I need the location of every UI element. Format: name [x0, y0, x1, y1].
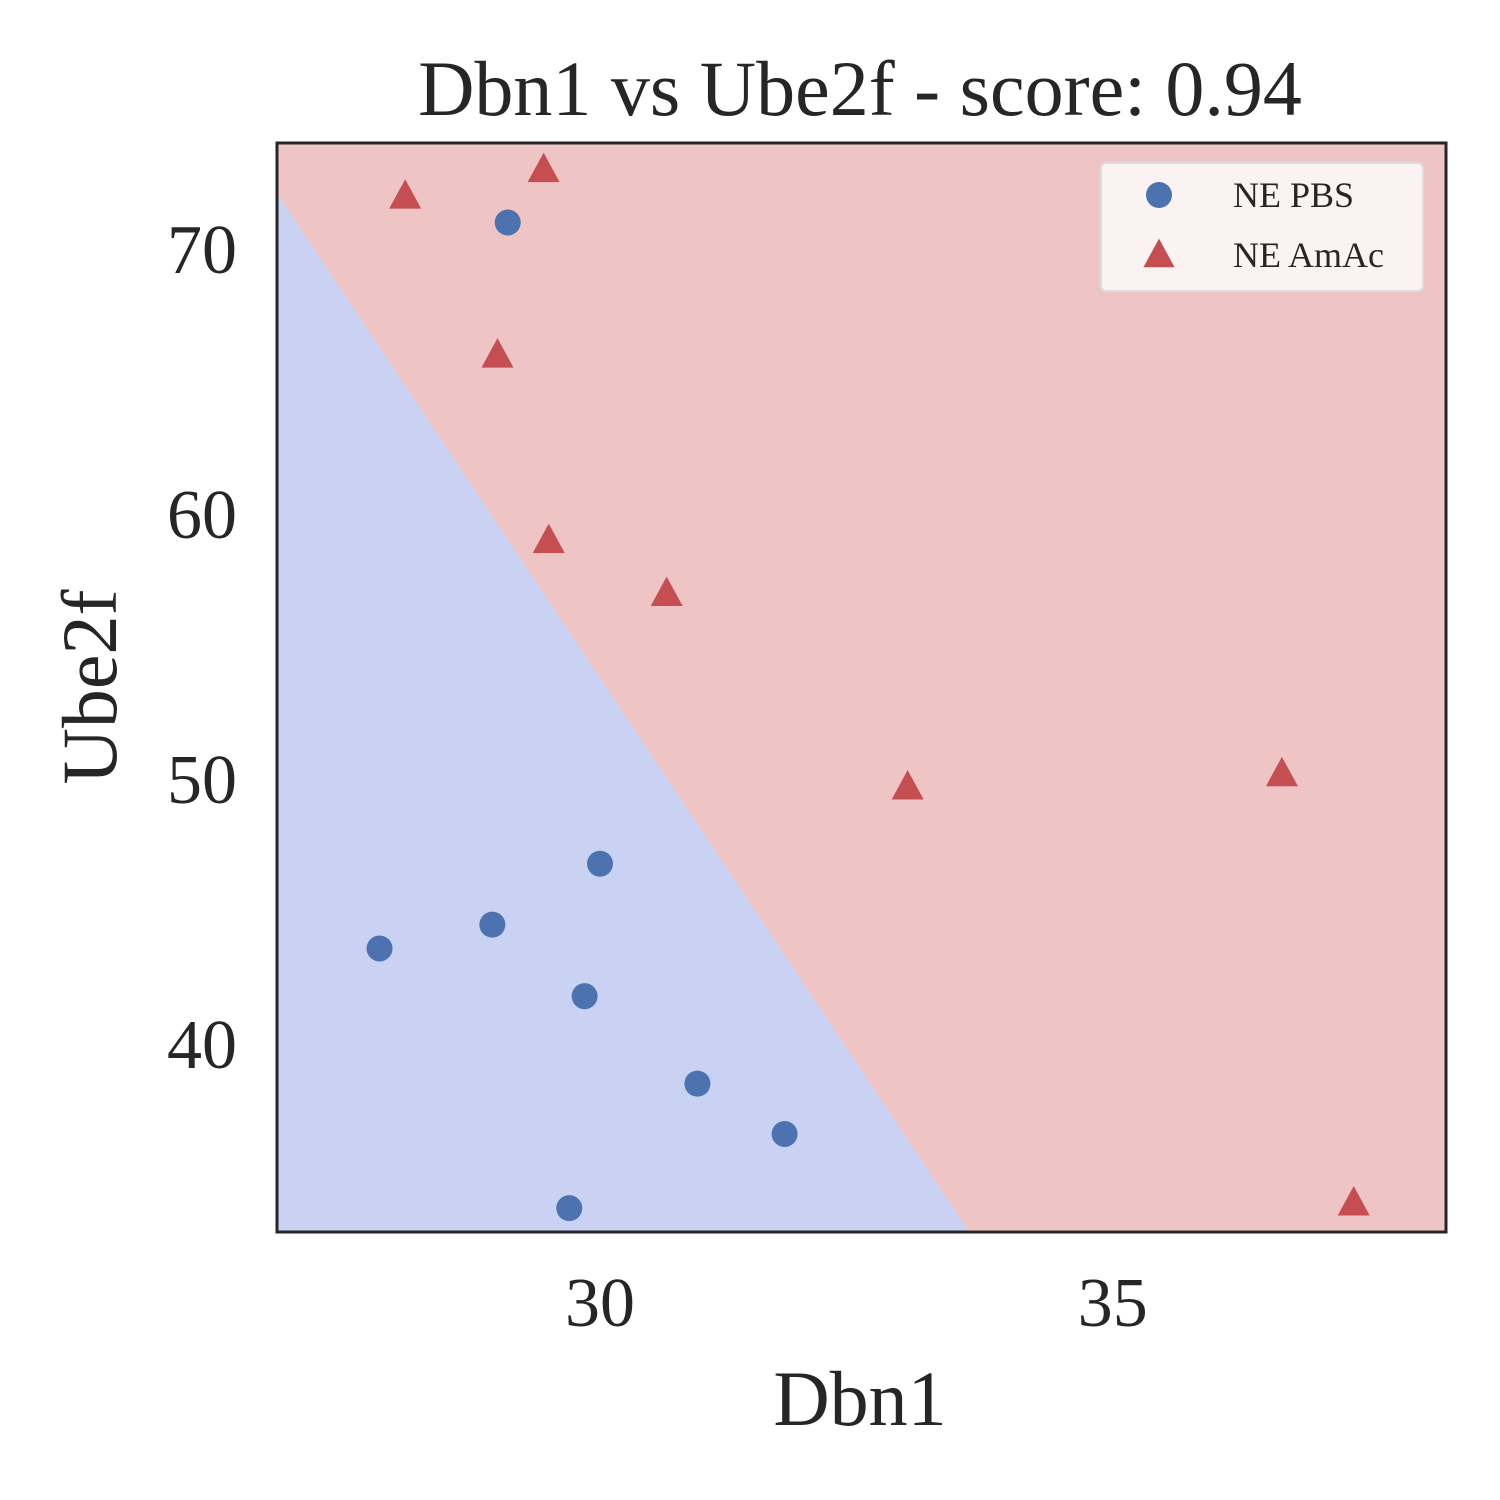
y-tick-label: 40	[167, 1007, 237, 1084]
y-tick-label: 70	[167, 212, 237, 289]
legend-marker-ne-pbs	[1146, 182, 1172, 208]
region-ne-pbs	[277, 193, 970, 1233]
point-ne-pbs-3	[366, 935, 393, 962]
point-ne-pbs-2	[587, 850, 614, 877]
point-ne-amac-6	[891, 770, 924, 800]
legend-label-ne-pbs: NE PBS	[1233, 175, 1354, 215]
point-ne-pbs-8	[556, 1195, 583, 1222]
point-ne-amac-4	[532, 523, 565, 554]
plot-frame	[275, 141, 1448, 1234]
point-ne-pbs-5	[571, 983, 598, 1010]
legend-box	[1100, 162, 1424, 292]
point-ne-amac-3	[481, 338, 514, 368]
point-ne-pbs-7	[771, 1120, 798, 1147]
y-tick-label: 50	[167, 742, 237, 819]
legend-label-ne-amac: NE AmAc	[1233, 235, 1384, 275]
y-axis-ticks: 40 50 60 70	[167, 212, 237, 1084]
point-ne-amac-5	[650, 576, 683, 607]
point-ne-pbs-4	[479, 911, 506, 938]
point-ne-amac-1	[389, 179, 422, 209]
decision-regions	[277, 143, 1446, 1233]
point-ne-pbs-6	[684, 1070, 711, 1097]
point-ne-amac-7	[1265, 756, 1298, 787]
y-tick-label: 60	[167, 477, 237, 554]
y-axis-label: Ube2f	[46, 590, 133, 785]
point-ne-amac-2	[527, 152, 560, 183]
legend: NE PBS NE AmAc	[1100, 162, 1424, 292]
point-ne-pbs-1	[494, 209, 521, 236]
x-tick-label: 30	[565, 1265, 635, 1342]
x-axis-ticks: 30 35	[565, 1265, 1148, 1342]
chart-title: Dbn1 vs Ube2f - score: 0.94	[418, 45, 1302, 132]
x-tick-label: 35	[1078, 1265, 1148, 1342]
point-ne-amac-8	[1337, 1186, 1370, 1216]
x-axis-label: Dbn1	[773, 1355, 946, 1442]
legend-marker-ne-amac	[1143, 238, 1175, 268]
data-markers	[366, 152, 1370, 1222]
